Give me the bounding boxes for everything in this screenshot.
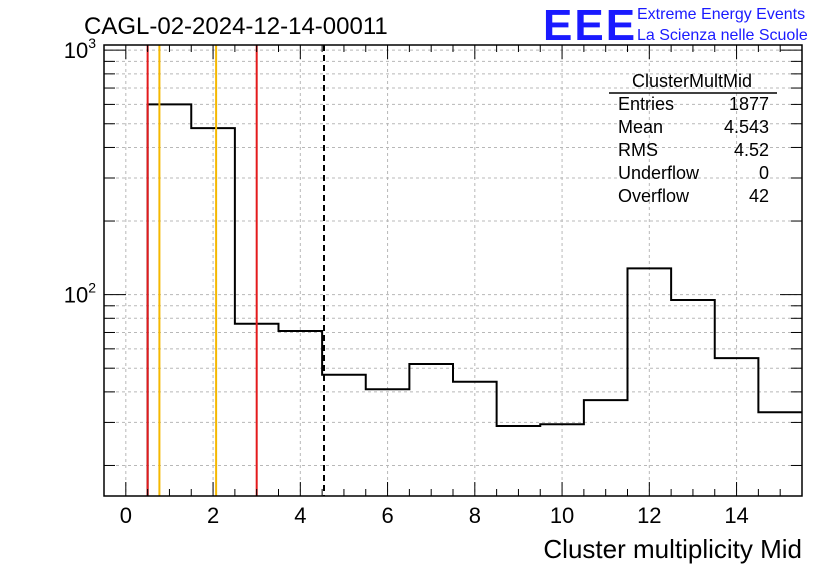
stats-row-label: Overflow (618, 186, 690, 206)
x-tick-label: 4 (294, 503, 306, 528)
histogram-bin (366, 389, 410, 496)
marker-lines (146, 45, 326, 496)
histogram (146, 103, 802, 496)
histogram-bin (715, 358, 759, 496)
stats-row-value: 1877 (729, 94, 769, 114)
histogram-bin (322, 375, 366, 496)
histogram-bin (584, 400, 628, 496)
stats-row-value: 42 (749, 186, 769, 206)
stats-row-value: 4.543 (724, 117, 769, 137)
stats-row-label: Underflow (618, 163, 700, 183)
stats-box-rows: Entries 1877 Mean 4.543 RMS 4.52 Underflow 0 Ove… (618, 94, 769, 206)
stats-row-value: 4.52 (734, 140, 769, 160)
x-tick-label: 2 (207, 503, 219, 528)
histogram-bin (497, 426, 541, 496)
stats-box-title: ClusterMultMid (632, 71, 752, 91)
grid (104, 45, 802, 496)
histogram-bin (148, 104, 192, 496)
histogram-bin (453, 382, 497, 496)
x-tick-label: 10 (550, 503, 574, 528)
x-tick-label: 12 (637, 503, 661, 528)
stats-row-label: Mean (618, 117, 663, 137)
histogram-bin (628, 268, 672, 496)
logo-line-2: La Scienza nelle Scuole (637, 27, 808, 44)
stats-row-label: Entries (618, 94, 674, 114)
histogram-bin (758, 412, 802, 496)
stats-row-value: 0 (759, 163, 769, 183)
axis-ticks (103, 45, 803, 496)
y-tick-label: 102 (64, 280, 96, 308)
x-tick-labels: 0 2 4 6 8 10 12 14 (120, 503, 749, 528)
stats-box: ClusterMultMid Entries 1877 Mean 4.543 RMS 4.… (609, 71, 777, 206)
histogram-bin (671, 300, 715, 496)
histogram-bin (409, 364, 453, 496)
x-tick-label: 0 (120, 503, 132, 528)
logo-line-1: Extreme Energy Events (637, 6, 805, 23)
x-tick-label: 14 (724, 503, 748, 528)
logo-mark: EEE (543, 1, 637, 50)
chart-title: CAGL-02-2024-12-14-00011 (84, 13, 388, 40)
x-tick-label: 8 (469, 503, 481, 528)
stats-row-label: RMS (618, 140, 658, 160)
y-tick-labels: 102 103 (64, 35, 96, 307)
histogram-outline (146, 103, 802, 496)
eee-logo: EEE Extreme Energy Events La Scienza nel… (543, 1, 808, 50)
histogram-bin (279, 331, 323, 496)
histogram-bin (191, 128, 235, 496)
y-tick-label: 103 (64, 35, 96, 63)
x-tick-label: 6 (381, 503, 393, 528)
x-axis-label: Cluster multiplicity Mid (543, 534, 802, 564)
